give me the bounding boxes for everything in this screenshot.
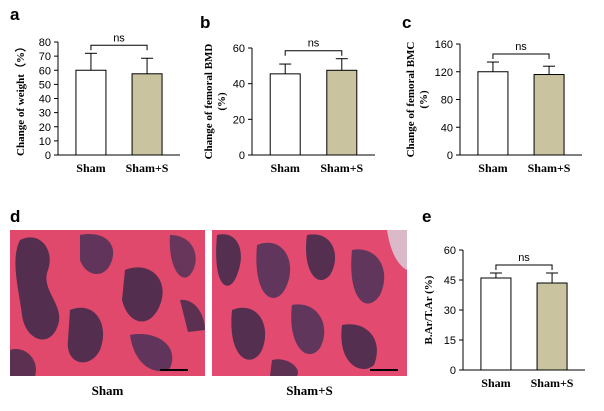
y-tick-label-b-1: 20 <box>233 114 245 126</box>
significance-bracket-a <box>90 44 148 51</box>
y-tick-label-a-2: 20 <box>39 122 51 134</box>
micrograph-sham-image <box>10 230 205 376</box>
bar-a-0 <box>75 69 107 156</box>
micrograph-sham-s-image <box>212 230 407 376</box>
micrograph-sham-s <box>212 230 407 376</box>
y-tick-label-a-8: 80 <box>39 37 51 49</box>
significance-label-c: ns <box>515 41 527 53</box>
y-axis-label-c-0: Change of femoral BMC <box>405 42 417 158</box>
y-tick-label-b-2: 40 <box>233 79 245 91</box>
bar-e-0 <box>480 277 512 371</box>
panel-letter-a: a <box>10 5 20 24</box>
y-tick-label-e-3: 45 <box>444 275 456 287</box>
panel-letter-c: c <box>402 13 411 32</box>
panel-letter-d: d <box>10 207 20 226</box>
category-label-a-1: Sham+S <box>126 161 169 175</box>
y-tick-label-b-0: 0 <box>239 150 245 162</box>
micrograph-sham-label: Sham <box>91 383 124 398</box>
y-tick-label-c-0: 0 <box>447 150 453 162</box>
y-tick-label-c-1: 40 <box>441 122 453 134</box>
y-tick-label-a-7: 70 <box>39 51 51 63</box>
significance-bracket-c <box>492 53 550 60</box>
significance-bracket-b <box>284 50 343 56</box>
panel-letter-b: b <box>200 13 210 32</box>
category-label-c-0: Sham <box>478 161 507 175</box>
significance-bracket-e <box>495 264 553 270</box>
bar-a-1 <box>131 73 163 156</box>
significance-label-a: ns <box>113 32 125 44</box>
y-tick-label-a-4: 40 <box>39 94 51 106</box>
y-tick-label-a-5: 50 <box>39 79 51 91</box>
bar-c-1 <box>533 74 565 156</box>
category-label-e-0: Sham <box>481 376 510 390</box>
y-tick-label-e-1: 15 <box>444 335 456 347</box>
panel-letter-e: e <box>422 207 431 226</box>
micrograph-sham <box>10 230 205 376</box>
y-tick-label-a-1: 10 <box>39 136 51 148</box>
y-tick-label-c-4: 160 <box>435 39 453 51</box>
bar-b-0 <box>269 73 301 156</box>
category-label-b-1: Sham+S <box>320 161 363 175</box>
significance-label-e: ns <box>518 252 530 264</box>
y-axis-label-b-0: Change of femoral BMD <box>203 44 215 160</box>
bar-c-0 <box>477 71 509 156</box>
y-axis-label-c-1: (%) <box>418 90 430 109</box>
y-tick-label-a-3: 30 <box>39 108 51 120</box>
bar-e-1 <box>536 282 568 371</box>
y-tick-label-e-0: 0 <box>450 365 456 377</box>
category-label-c-1: Sham+S <box>528 161 571 175</box>
category-label-b-0: Sham <box>271 161 300 175</box>
y-tick-label-c-3: 120 <box>435 67 453 79</box>
y-axis-label-b-1: (%) <box>216 92 228 111</box>
y-tick-label-e-2: 30 <box>444 305 456 317</box>
y-tick-label-a-6: 60 <box>39 65 51 77</box>
y-tick-label-b-3: 60 <box>233 43 245 55</box>
y-axis-label-e: B.Ar/T.Ar (%) <box>423 275 435 344</box>
y-tick-label-e-4: 60 <box>444 245 456 257</box>
category-label-e-1: Sham+S <box>531 376 574 390</box>
significance-label-b: ns <box>308 38 320 50</box>
bar-b-1 <box>326 69 358 156</box>
micrograph-sham-s-label: Sham+S <box>286 383 333 398</box>
category-label-a-0: Sham <box>76 161 105 175</box>
y-axis-label-a: Change of weight（%） <box>14 41 27 156</box>
y-tick-label-a-0: 0 <box>45 150 51 162</box>
y-tick-label-c-2: 80 <box>441 95 453 107</box>
